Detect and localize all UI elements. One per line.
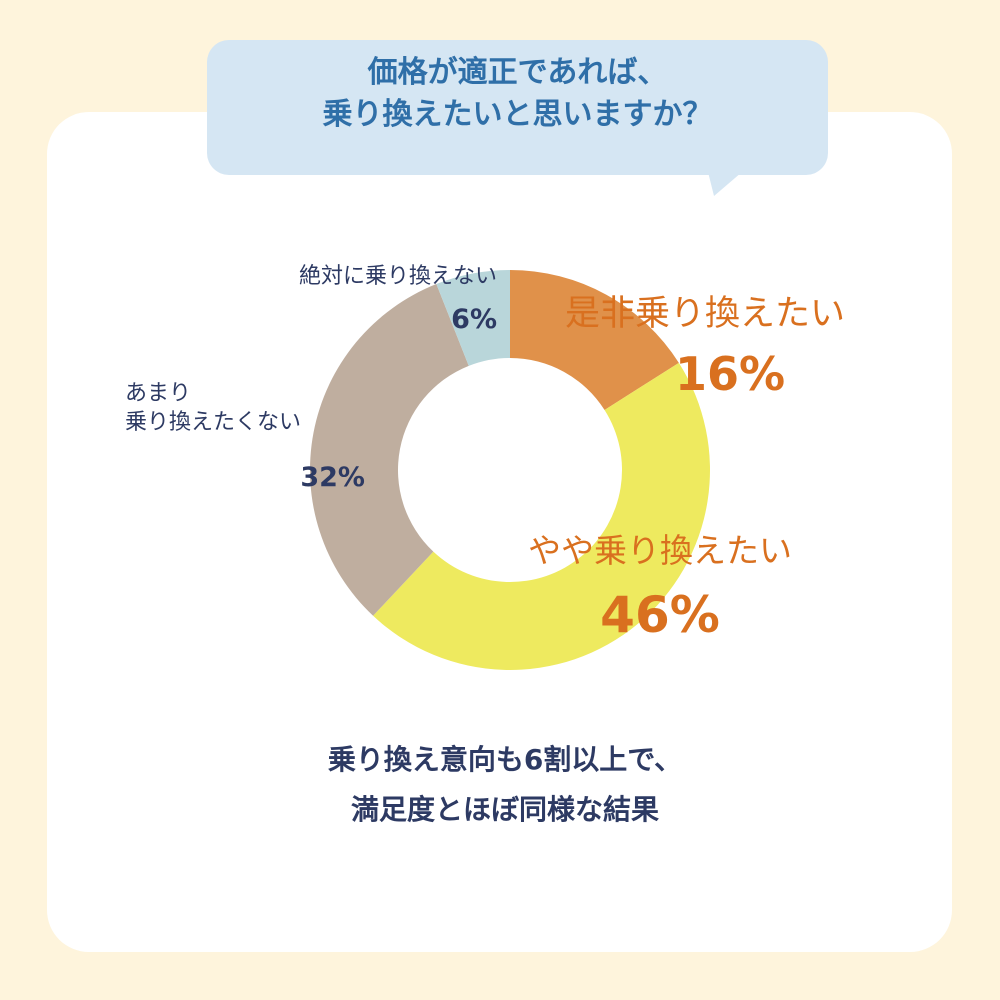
donut-slice — [373, 362, 711, 670]
bubble-tail — [708, 172, 742, 196]
donut-slice — [510, 270, 679, 410]
slice-label: 是非乗り換えたい — [565, 294, 846, 334]
donut-slice — [436, 270, 510, 366]
slice-label: 絶対に乗り換えない — [298, 264, 497, 289]
slice-label: あまり 乗り換えたくない — [125, 381, 302, 435]
chart-title: 価格が適正であれば、 乗り換えたいと思いますか？ — [322, 55, 713, 132]
speech-bubble — [207, 40, 828, 175]
value-label: 32% — [300, 462, 365, 493]
value-label: 16% — [675, 347, 786, 401]
card — [47, 112, 952, 952]
caption: 乗り換え意向も6割以上で、 満足度とほぼ同様な結果 — [327, 743, 683, 827]
slice-label: やや乗り換えたい — [528, 531, 792, 570]
donut-slice — [310, 284, 469, 616]
value-label: 6% — [451, 304, 497, 335]
value-label: 46% — [600, 586, 720, 644]
